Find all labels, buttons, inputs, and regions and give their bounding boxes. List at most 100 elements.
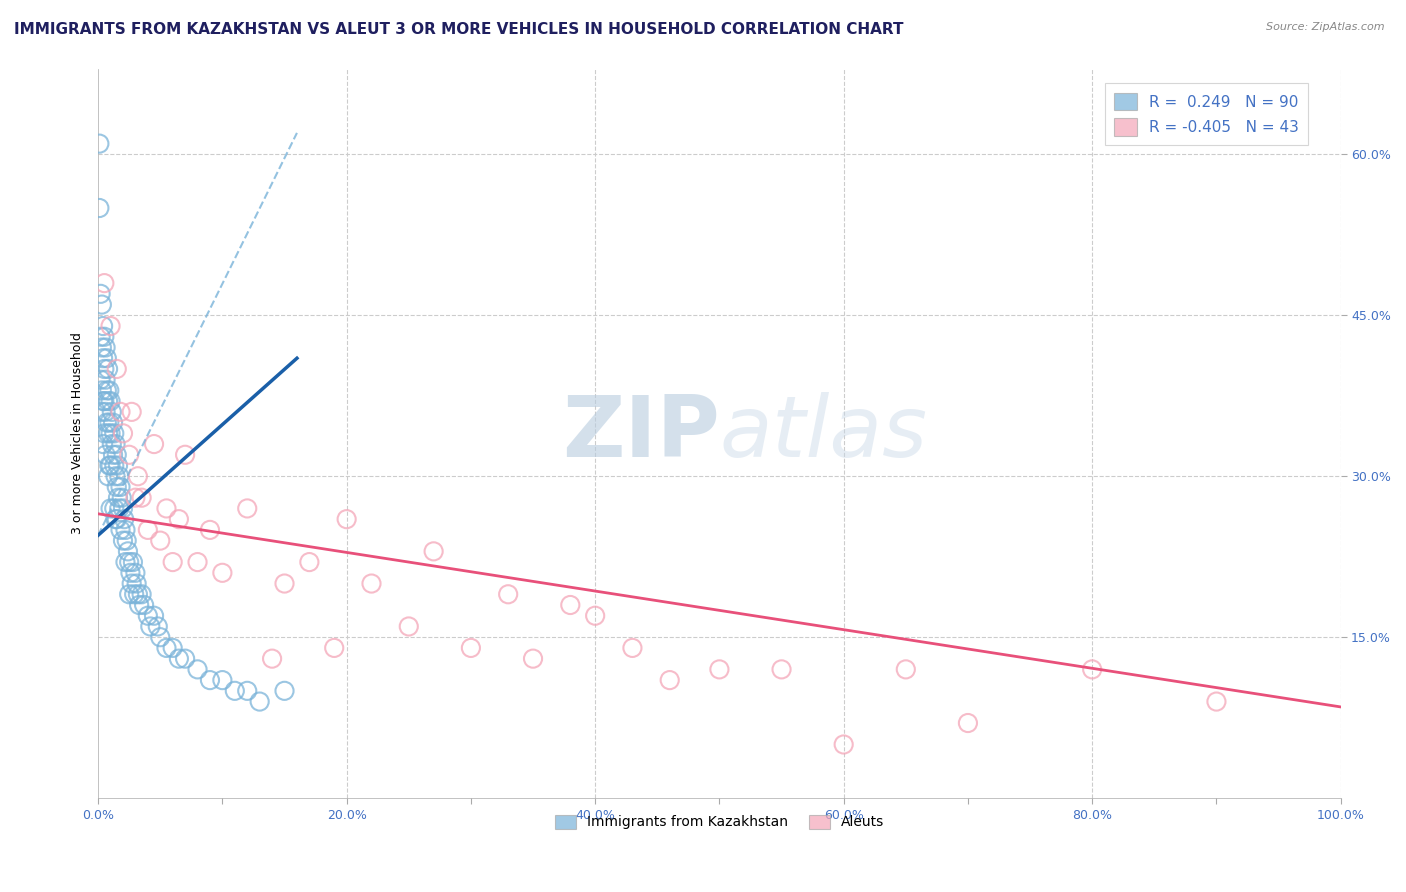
Legend: Immigrants from Kazakhstan, Aleuts: Immigrants from Kazakhstan, Aleuts: [550, 809, 890, 835]
Point: [93, 276, 115, 290]
Point: [107, 458, 129, 473]
Point: [131, 587, 153, 601]
Point: [100, 394, 122, 409]
Point: [360, 576, 382, 591]
Point: [104, 469, 127, 483]
Point: [91, 351, 114, 366]
Point: [94, 448, 117, 462]
Point: [122, 587, 145, 601]
Point: [97, 469, 120, 483]
Point: [146, 619, 169, 633]
Text: ZIP: ZIP: [561, 392, 720, 475]
Point: [422, 544, 444, 558]
Point: [97, 426, 120, 441]
Text: Source: ZipAtlas.com: Source: ZipAtlas.com: [1267, 22, 1385, 32]
Point: [96, 351, 118, 366]
Point: [90, 405, 112, 419]
Point: [91, 437, 114, 451]
Point: [108, 501, 131, 516]
Point: [262, 651, 284, 665]
Point: [100, 426, 122, 441]
Point: [90, 341, 112, 355]
Point: [108, 469, 131, 483]
Point: [110, 523, 132, 537]
Point: [121, 576, 143, 591]
Point: [132, 598, 155, 612]
Point: [398, 619, 420, 633]
Point: [583, 608, 606, 623]
Point: [127, 469, 149, 483]
Point: [211, 566, 233, 580]
Point: [89, 201, 111, 215]
Point: [136, 608, 159, 623]
Point: [621, 640, 644, 655]
Point: [198, 673, 221, 687]
Point: [323, 640, 346, 655]
Point: [128, 598, 150, 612]
Point: [114, 555, 136, 569]
Point: [111, 533, 134, 548]
Point: [118, 587, 141, 601]
Point: [560, 598, 582, 612]
Point: [100, 501, 122, 516]
Point: [122, 555, 145, 569]
Point: [90, 330, 112, 344]
Point: [111, 501, 134, 516]
Point: [336, 512, 359, 526]
Point: [89, 136, 111, 151]
Point: [155, 640, 177, 655]
Point: [224, 683, 246, 698]
Point: [127, 587, 149, 601]
Point: [103, 501, 125, 516]
Point: [103, 426, 125, 441]
Point: [211, 673, 233, 687]
Point: [94, 405, 117, 419]
Point: [91, 319, 114, 334]
Point: [186, 662, 208, 676]
Point: [174, 448, 197, 462]
Point: [460, 640, 482, 655]
Point: [117, 544, 139, 558]
Point: [136, 523, 159, 537]
Point: [105, 362, 128, 376]
Point: [112, 512, 135, 526]
Point: [273, 576, 295, 591]
Point: [249, 695, 271, 709]
Point: [236, 683, 259, 698]
Point: [167, 512, 190, 526]
Point: [956, 716, 979, 731]
Point: [111, 426, 134, 441]
Point: [496, 587, 519, 601]
Point: [90, 297, 112, 311]
Text: atlas: atlas: [720, 392, 928, 475]
Point: [149, 533, 172, 548]
Point: [162, 555, 184, 569]
Point: [149, 630, 172, 644]
Point: [894, 662, 917, 676]
Point: [120, 566, 142, 580]
Point: [143, 608, 166, 623]
Point: [111, 491, 134, 505]
Point: [236, 501, 259, 516]
Point: [832, 738, 855, 752]
Point: [167, 651, 190, 665]
Point: [125, 576, 148, 591]
Point: [93, 394, 115, 409]
Point: [186, 555, 208, 569]
Point: [1081, 662, 1104, 676]
Point: [104, 437, 127, 451]
Point: [101, 405, 124, 419]
Point: [143, 437, 166, 451]
Point: [709, 662, 731, 676]
Point: [155, 501, 177, 516]
Point: [104, 512, 127, 526]
Point: [100, 319, 122, 334]
Text: IMMIGRANTS FROM KAZAKHSTAN VS ALEUT 3 OR MORE VEHICLES IN HOUSEHOLD CORRELATION : IMMIGRANTS FROM KAZAKHSTAN VS ALEUT 3 OR…: [14, 22, 904, 37]
Point: [97, 362, 120, 376]
Point: [101, 437, 124, 451]
Point: [98, 416, 121, 430]
Point: [770, 662, 793, 676]
Point: [118, 448, 141, 462]
Point: [110, 480, 132, 494]
Point: [96, 384, 118, 398]
